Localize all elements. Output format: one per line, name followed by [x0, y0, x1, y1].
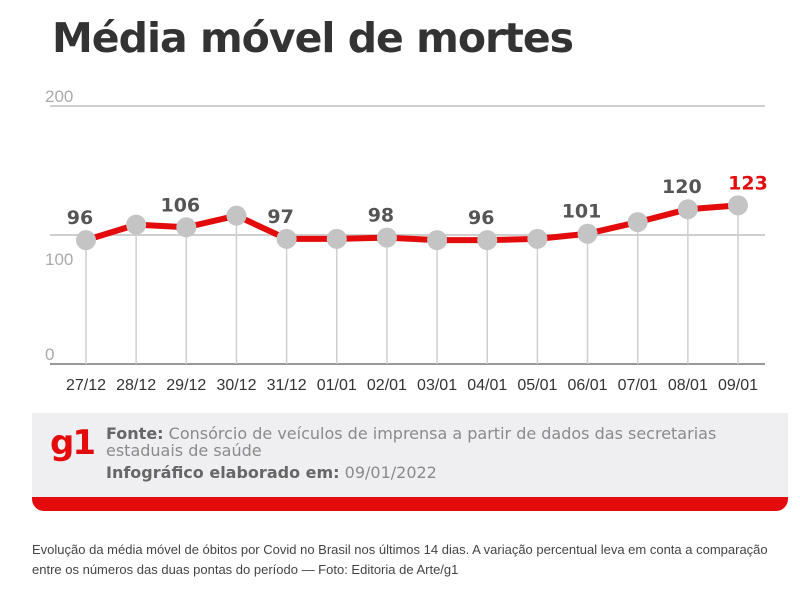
data-point	[577, 223, 598, 244]
x-tick-label: 06/01	[568, 377, 608, 394]
data-label: 98	[368, 205, 394, 227]
data-point	[627, 212, 648, 233]
data-point	[376, 227, 397, 248]
data-label: 120	[662, 176, 702, 198]
image-caption: Evolução da média móvel de óbitos por Co…	[32, 542, 768, 577]
x-tick-label: 04/01	[467, 377, 507, 394]
data-point	[276, 228, 297, 249]
x-tick-label: 08/01	[668, 377, 708, 394]
x-tick-label: 07/01	[618, 377, 658, 394]
data-point	[76, 230, 96, 251]
chart-title: Média móvel de mortes	[52, 14, 574, 62]
data-label: 97	[267, 206, 293, 228]
data-point	[527, 228, 548, 249]
data-point	[176, 217, 197, 238]
date-label: Infográfico elaborado em:	[106, 463, 340, 482]
source-value: Consórcio de veículos de imprensa a part…	[106, 424, 717, 460]
y-tick-label: 200	[45, 87, 73, 106]
data-label: 101	[562, 201, 602, 223]
infographic-date: Infográfico elaborado em: 09/01/2022	[106, 463, 437, 482]
date-value: 09/01/2022	[344, 463, 437, 482]
line-chart: 0 100 200 27/12 28/12 29/12 30/12 31/12 01/01 02/…	[45, 87, 768, 394]
x-tick-label: 27/12	[66, 377, 106, 394]
x-tick-label: 09/01	[718, 377, 758, 394]
data-label: 96	[468, 207, 494, 229]
x-tick-label: 02/01	[367, 377, 407, 394]
data-label: 106	[160, 194, 200, 216]
x-tick-label: 01/01	[317, 377, 357, 394]
source-text: Fonte: Consórcio de veículos de imprensa…	[106, 425, 746, 459]
g1-logo: g1	[50, 423, 96, 463]
source-label: Fonte:	[106, 424, 164, 443]
data-point	[326, 228, 347, 249]
source-card: g1 Fonte: Consórcio de veículos de impre…	[32, 413, 788, 511]
data-point	[427, 230, 448, 251]
data-point	[677, 199, 698, 220]
y-tick-label: 100	[45, 250, 73, 269]
data-label: 123	[728, 172, 768, 194]
x-tick-label: 03/01	[417, 377, 457, 394]
data-point	[126, 214, 147, 235]
data-point	[728, 195, 748, 216]
x-tick-label: 29/12	[166, 377, 206, 394]
x-tick-label: 31/12	[267, 377, 307, 394]
x-tick-label: 28/12	[116, 377, 156, 394]
x-tick-label: 05/01	[517, 377, 557, 394]
data-point	[477, 230, 498, 251]
x-tick-label: 30/12	[216, 377, 256, 394]
data-point	[226, 205, 247, 226]
data-label: 96	[67, 207, 93, 229]
y-tick-label: 0	[45, 345, 54, 364]
